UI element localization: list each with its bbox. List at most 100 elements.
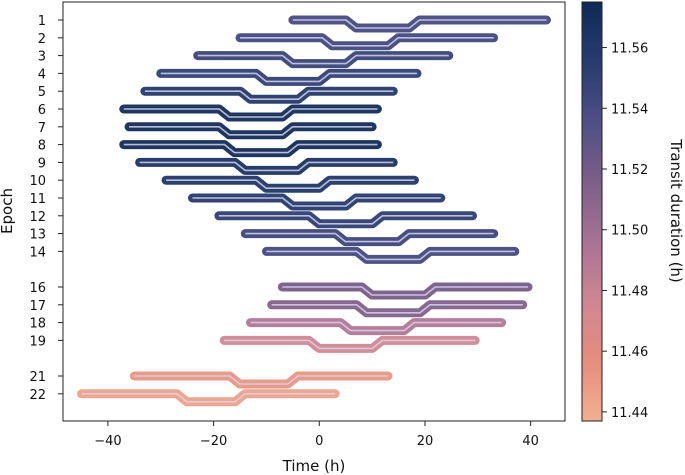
epoch-8-data-band (119, 140, 382, 158)
colorbar-tick-label-6: 11.56 (611, 42, 648, 57)
epoch-label-16: 16 (29, 281, 46, 296)
epoch-12-model-line (218, 215, 473, 225)
epoch-18-model-line (250, 321, 502, 332)
epoch-1-series (288, 15, 552, 33)
epoch-19-model-line (224, 339, 476, 350)
epoch-4-data-band (156, 68, 422, 86)
epoch-3-data-band (193, 51, 454, 69)
epoch-4-series (156, 68, 422, 86)
colorbar-ticks: 11.44 11.46 11.48 11.50 11.52 11.54 11.56 (602, 42, 648, 421)
epoch-12-data-band (214, 211, 478, 229)
epoch-17-data-band (267, 300, 528, 318)
epoch-21-model-line (134, 375, 388, 385)
epoch-3-series (193, 51, 454, 69)
colorbar-label: Transit duration (h) (667, 138, 685, 283)
epoch-11-model-line (192, 197, 441, 207)
epoch-21-data-band (129, 371, 393, 389)
epoch-2-data-band (235, 33, 499, 51)
epoch-6-model-line (123, 108, 378, 118)
epoch-12-series (214, 211, 478, 229)
epoch-10-series (161, 175, 419, 193)
series-layer (76, 15, 552, 407)
epoch-16-model-line (282, 286, 529, 296)
epoch-11-series (187, 193, 446, 211)
epoch-17-series (267, 300, 528, 318)
epoch-21-series (129, 371, 393, 389)
epoch-label-21: 21 (29, 370, 46, 385)
epoch-5-model-line (144, 90, 394, 100)
epoch-4-model-line (160, 72, 418, 83)
epoch-18-series (246, 318, 507, 336)
epoch-13-model-line (245, 232, 494, 243)
epoch-10-model-line (166, 179, 415, 189)
x-tick-label-3: 20 (417, 434, 434, 449)
epoch-5-data-band (140, 86, 398, 104)
epoch-label-10: 10 (29, 174, 46, 189)
epoch-14-data-band (261, 246, 520, 264)
epoch-label-22: 22 (29, 388, 46, 403)
epoch-14-model-line (266, 250, 515, 261)
epoch-label-17: 17 (29, 299, 46, 314)
epoch-13-data-band (240, 229, 499, 247)
epoch-22-data-band (76, 389, 340, 407)
x-ticks: −40 −20 0 20 40 (94, 421, 539, 449)
colorbar-tick-label-3: 11.50 (611, 224, 648, 239)
colorbar-tick-label-5: 11.54 (611, 102, 648, 117)
epoch-label-7: 7 (38, 121, 46, 136)
epoch-3-model-line (197, 54, 449, 65)
epoch-label-19: 19 (29, 334, 46, 349)
epoch-8-series (119, 140, 382, 158)
colorbar-tick-label-2: 11.48 (611, 284, 648, 299)
epoch-5-series (140, 86, 398, 104)
x-tick-label-1: −20 (200, 434, 227, 449)
epoch-label-3: 3 (38, 50, 46, 65)
epoch-1-data-band (288, 15, 552, 33)
epoch-11-data-band (187, 193, 446, 211)
epoch-label-18: 18 (29, 317, 46, 332)
epoch-17-model-line (271, 304, 523, 314)
y-axis-label: Epoch (0, 188, 16, 234)
epoch-label-9: 9 (38, 156, 46, 171)
epoch-label-6: 6 (38, 103, 46, 118)
epoch-16-data-band (277, 282, 533, 300)
epoch-label-14: 14 (29, 245, 46, 260)
epoch-19-data-band (219, 335, 480, 353)
epoch-6-series (119, 104, 382, 122)
x-axis-label: Time (h) (282, 457, 346, 475)
epoch-7-data-band (124, 122, 377, 140)
epoch-9-series (135, 157, 398, 175)
epoch-1-model-line (292, 19, 547, 29)
epoch-22-series (76, 389, 340, 407)
epoch-18-data-band (246, 318, 507, 336)
x-tick-label-0: −40 (94, 434, 121, 449)
epoch-10-data-band (161, 175, 419, 193)
epoch-label-13: 13 (29, 228, 46, 243)
epoch-22-model-line (81, 393, 336, 403)
epoch-16-series (277, 282, 533, 300)
epoch-2-series (235, 33, 499, 51)
x-tick-label-2: 0 (315, 434, 323, 449)
epoch-2-model-line (240, 37, 494, 47)
colorbar-tick-label-4: 11.52 (611, 163, 648, 178)
plot-frame (62, 1, 566, 422)
colorbar-tick-label-1: 11.46 (611, 345, 648, 360)
epoch-label-8: 8 (38, 139, 46, 154)
epoch-13-series (240, 229, 499, 247)
epoch-label-5: 5 (38, 85, 46, 100)
epoch-label-4: 4 (38, 67, 46, 82)
epoch-9-data-band (135, 157, 398, 175)
epoch-9-model-line (139, 161, 394, 172)
epoch-8-model-line (123, 143, 378, 154)
epoch-7-series (124, 122, 377, 140)
epoch-label-2: 2 (38, 32, 46, 47)
colorbar (581, 1, 603, 422)
epoch-7-model-line (129, 126, 373, 136)
epoch-19-series (219, 335, 480, 353)
epoch-label-11: 11 (29, 192, 46, 207)
x-tick-label-4: 40 (522, 434, 539, 449)
epoch-label-12: 12 (29, 210, 46, 225)
epoch-label-1: 1 (38, 14, 46, 29)
